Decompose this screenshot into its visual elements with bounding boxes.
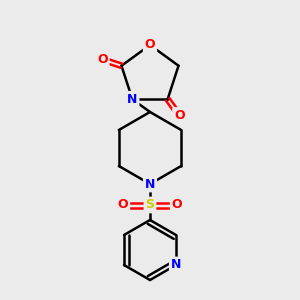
Text: N: N: [127, 93, 138, 106]
Text: O: O: [118, 199, 128, 212]
Text: N: N: [145, 178, 155, 190]
Text: O: O: [174, 109, 185, 122]
Text: S: S: [146, 199, 154, 212]
Text: O: O: [145, 38, 155, 52]
Text: N: N: [171, 259, 181, 272]
Text: O: O: [172, 199, 182, 212]
Text: O: O: [97, 53, 108, 66]
